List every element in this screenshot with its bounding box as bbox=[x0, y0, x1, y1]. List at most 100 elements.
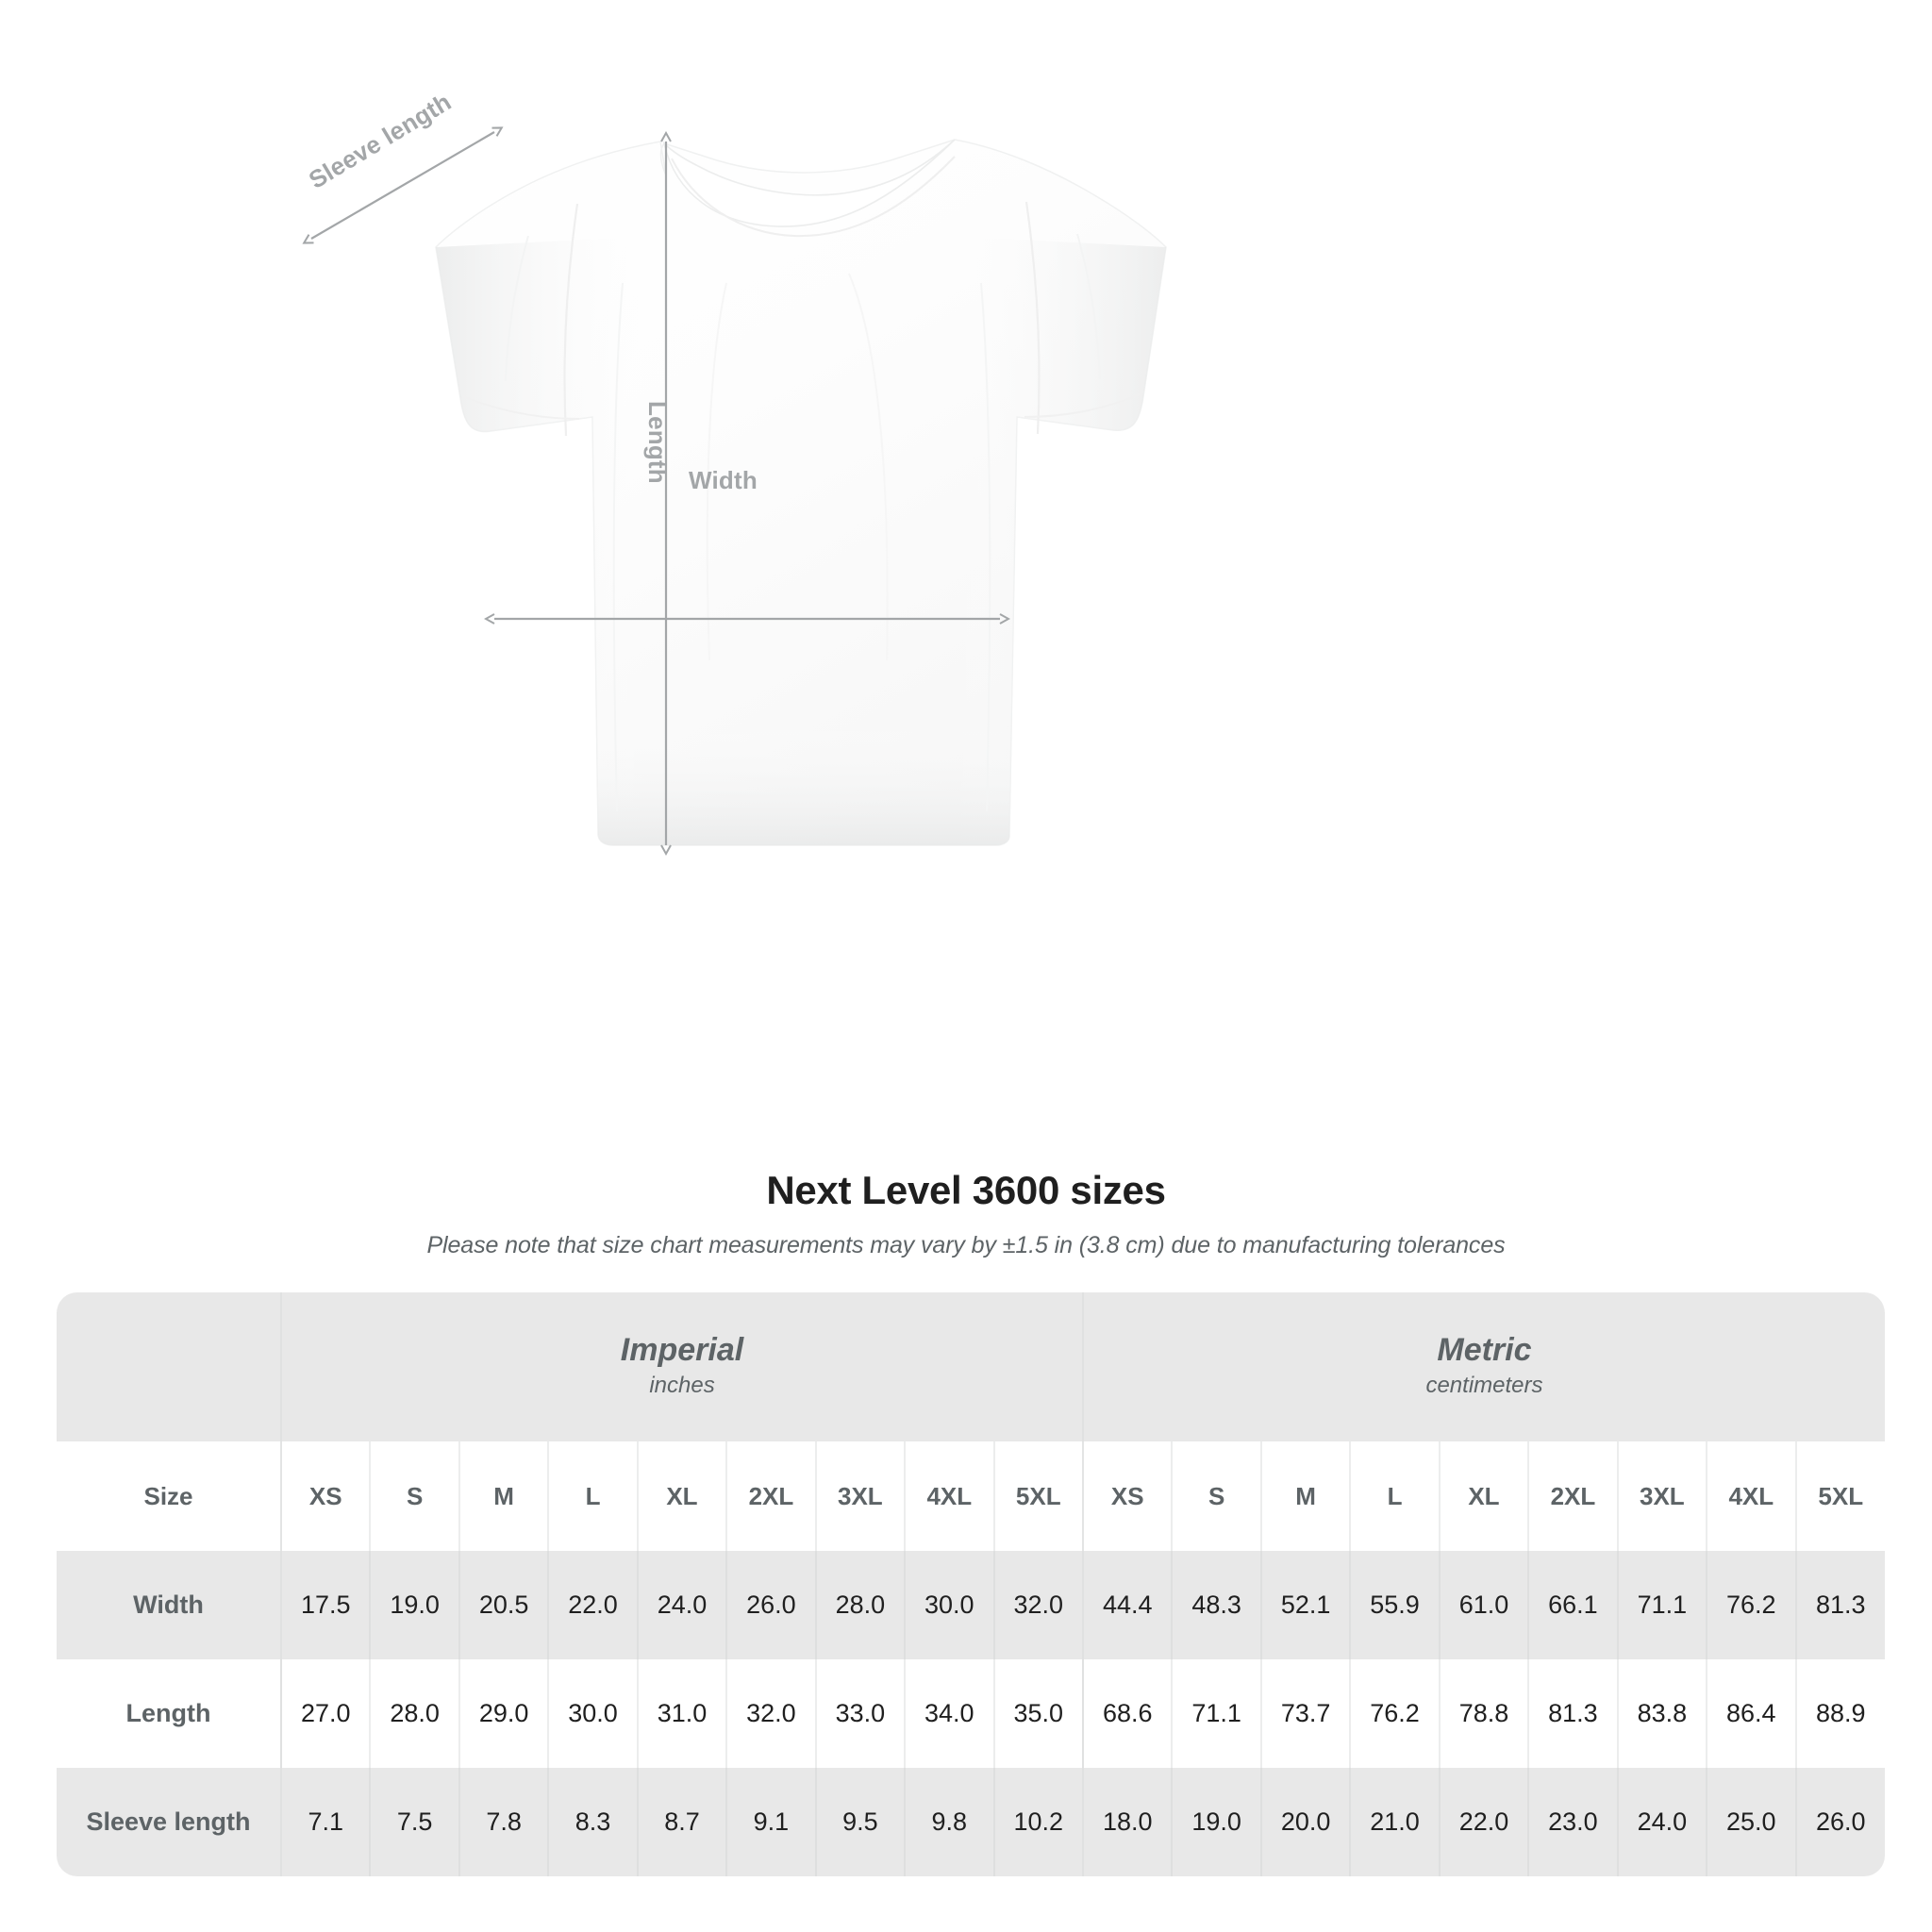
length-label: Length bbox=[643, 401, 672, 484]
cell-length-metric-4xl: 86.4 bbox=[1706, 1659, 1796, 1768]
cell-sleeve-length-imperial-4xl: 9.8 bbox=[904, 1768, 994, 1876]
column-header-imperial-2xl: 2XL bbox=[725, 1441, 816, 1551]
column-header-imperial-xs: XS bbox=[279, 1441, 371, 1551]
cell-width-metric-5xl: 81.3 bbox=[1794, 1551, 1885, 1659]
cell-width-metric-2xl: 66.1 bbox=[1527, 1551, 1618, 1659]
column-header-imperial-s: S bbox=[369, 1441, 459, 1551]
row-header-sleeve-length: Sleeve length bbox=[57, 1768, 281, 1876]
cell-sleeve-length-metric-s: 19.0 bbox=[1171, 1768, 1261, 1876]
cell-length-metric-xs: 68.6 bbox=[1081, 1659, 1173, 1768]
cell-length-imperial-xs: 27.0 bbox=[279, 1659, 371, 1768]
tshirt-diagram: Sleeve length Length Width bbox=[0, 0, 1167, 1160]
cell-sleeve-length-metric-l: 21.0 bbox=[1349, 1768, 1440, 1876]
cell-width-metric-xs: 44.4 bbox=[1081, 1551, 1173, 1659]
cell-sleeve-length-imperial-m: 7.8 bbox=[458, 1768, 549, 1876]
cell-sleeve-length-imperial-s: 7.5 bbox=[369, 1768, 459, 1876]
cell-width-metric-l: 55.9 bbox=[1349, 1551, 1440, 1659]
unit-cell-metric: Metric centimeters bbox=[1082, 1292, 1885, 1441]
table-row: Sleeve length 7.1 7.5 7.8 8.3 8.7 9.1 9.5 9.8 10.… bbox=[57, 1768, 1885, 1876]
cell-sleeve-length-imperial-3xl: 9.5 bbox=[814, 1768, 906, 1876]
column-header-metric-xs: XS bbox=[1081, 1441, 1173, 1551]
column-header-imperial-xl: XL bbox=[636, 1441, 727, 1551]
cell-sleeve-length-imperial-5xl: 10.2 bbox=[992, 1768, 1083, 1876]
cell-width-imperial-xl: 24.0 bbox=[636, 1551, 727, 1659]
cell-width-imperial-4xl: 30.0 bbox=[904, 1551, 994, 1659]
cell-width-metric-m: 52.1 bbox=[1259, 1551, 1351, 1659]
tolerance-note: Please note that size chart measurements… bbox=[426, 1232, 1506, 1258]
row-header-length: Length bbox=[57, 1659, 281, 1768]
cell-length-imperial-l: 30.0 bbox=[547, 1659, 638, 1768]
column-header-metric-5xl: 5XL bbox=[1794, 1441, 1885, 1551]
size-table-container: Imperial inches Metric centimeters Size X… bbox=[57, 1292, 1885, 1876]
cell-sleeve-length-imperial-xl: 8.7 bbox=[636, 1768, 727, 1876]
cell-length-metric-xl: 78.8 bbox=[1438, 1659, 1529, 1768]
cell-sleeve-length-metric-4xl: 25.0 bbox=[1706, 1768, 1796, 1876]
table-row: Width 17.5 19.0 20.5 22.0 24.0 26.0 28.0 30.0 32.… bbox=[57, 1551, 1885, 1659]
cell-sleeve-length-imperial-l: 8.3 bbox=[547, 1768, 638, 1876]
unit-sub-metric: centimeters bbox=[1425, 1373, 1543, 1399]
cell-length-metric-2xl: 81.3 bbox=[1527, 1659, 1618, 1768]
column-header-metric-2xl: 2XL bbox=[1527, 1441, 1618, 1551]
table-row: Length 27.0 28.0 29.0 30.0 31.0 32.0 33.0 34.0 35… bbox=[57, 1659, 1885, 1768]
page-title: Next Level 3600 sizes bbox=[766, 1168, 1166, 1212]
column-header-metric-m: M bbox=[1259, 1441, 1351, 1551]
cell-sleeve-length-metric-xl: 22.0 bbox=[1438, 1768, 1529, 1876]
column-header-imperial-5xl: 5XL bbox=[992, 1441, 1083, 1551]
unit-name-imperial: Imperial bbox=[620, 1331, 744, 1368]
cell-length-metric-3xl: 83.8 bbox=[1616, 1659, 1707, 1768]
column-header-metric-s: S bbox=[1171, 1441, 1261, 1551]
cell-sleeve-length-metric-m: 20.0 bbox=[1259, 1768, 1351, 1876]
cell-sleeve-length-imperial-xs: 7.1 bbox=[279, 1768, 371, 1876]
cell-sleeve-length-metric-xs: 18.0 bbox=[1081, 1768, 1173, 1876]
cell-width-imperial-s: 19.0 bbox=[369, 1551, 459, 1659]
cell-length-imperial-xl: 31.0 bbox=[636, 1659, 727, 1768]
width-label: Width bbox=[689, 466, 758, 494]
column-header-imperial-3xl: 3XL bbox=[814, 1441, 906, 1551]
cell-sleeve-length-metric-5xl: 26.0 bbox=[1794, 1768, 1885, 1876]
column-header-metric-3xl: 3XL bbox=[1616, 1441, 1707, 1551]
column-header-imperial-4xl: 4XL bbox=[904, 1441, 994, 1551]
cell-width-imperial-xs: 17.5 bbox=[279, 1551, 371, 1659]
cell-width-imperial-l: 22.0 bbox=[547, 1551, 638, 1659]
cell-length-imperial-2xl: 32.0 bbox=[725, 1659, 816, 1768]
cell-width-imperial-m: 20.5 bbox=[458, 1551, 549, 1659]
cell-length-imperial-3xl: 33.0 bbox=[814, 1659, 906, 1768]
title-block: Next Level 3600 sizes Please note that s… bbox=[0, 1168, 1932, 1259]
cell-width-imperial-2xl: 26.0 bbox=[725, 1551, 816, 1659]
unit-cell-imperial: Imperial inches bbox=[280, 1292, 1083, 1441]
column-header-metric-4xl: 4XL bbox=[1706, 1441, 1796, 1551]
column-header-size: Size bbox=[57, 1441, 281, 1551]
cell-sleeve-length-metric-2xl: 23.0 bbox=[1527, 1768, 1618, 1876]
unit-header-row: Imperial inches Metric centimeters bbox=[57, 1292, 1885, 1441]
cell-length-metric-5xl: 88.9 bbox=[1794, 1659, 1885, 1768]
column-header-metric-xl: XL bbox=[1438, 1441, 1529, 1551]
cell-width-metric-3xl: 71.1 bbox=[1616, 1551, 1707, 1659]
cell-length-metric-l: 76.2 bbox=[1349, 1659, 1440, 1768]
tshirt-illustration bbox=[0, 0, 1167, 1160]
table-header-row: Size XS S M L XL 2XL 3XL 4XL 5XL XS S M L XL 2XL 3XL 4XL 5… bbox=[57, 1441, 1885, 1551]
cell-sleeve-length-imperial-2xl: 9.1 bbox=[725, 1768, 816, 1876]
cell-sleeve-length-metric-3xl: 24.0 bbox=[1616, 1768, 1707, 1876]
cell-length-imperial-s: 28.0 bbox=[369, 1659, 459, 1768]
unit-row-spacer bbox=[57, 1292, 281, 1441]
cell-width-metric-s: 48.3 bbox=[1171, 1551, 1261, 1659]
unit-sub-imperial: inches bbox=[649, 1373, 715, 1399]
cell-length-imperial-5xl: 35.0 bbox=[992, 1659, 1083, 1768]
column-header-imperial-l: L bbox=[547, 1441, 638, 1551]
column-header-imperial-m: M bbox=[458, 1441, 549, 1551]
dimension-lines bbox=[311, 132, 1000, 845]
cell-length-metric-s: 71.1 bbox=[1171, 1659, 1261, 1768]
cell-width-imperial-5xl: 32.0 bbox=[992, 1551, 1083, 1659]
column-header-metric-l: L bbox=[1349, 1441, 1440, 1551]
cell-length-imperial-4xl: 34.0 bbox=[904, 1659, 994, 1768]
sleeve-dimension-line bbox=[311, 132, 494, 239]
unit-name-metric: Metric bbox=[1437, 1331, 1532, 1368]
size-chart-table: Imperial inches Metric centimeters Size X… bbox=[57, 1292, 1885, 1876]
cell-length-metric-m: 73.7 bbox=[1259, 1659, 1351, 1768]
row-header-width: Width bbox=[57, 1551, 281, 1659]
cell-width-metric-xl: 61.0 bbox=[1438, 1551, 1529, 1659]
cell-length-imperial-m: 29.0 bbox=[458, 1659, 549, 1768]
tshirt-body-shape bbox=[435, 139, 1167, 846]
cell-width-metric-4xl: 76.2 bbox=[1706, 1551, 1796, 1659]
